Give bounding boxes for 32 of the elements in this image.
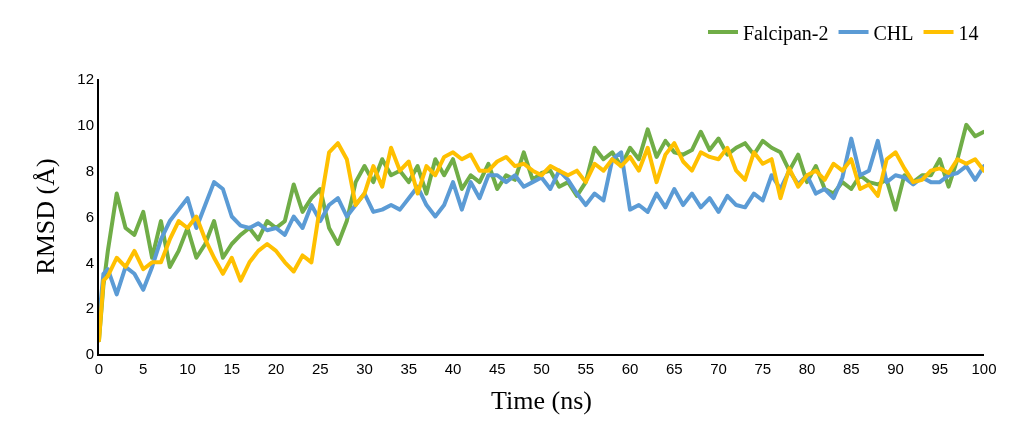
x-axis-title: Time (ns) (491, 386, 592, 416)
y-tick-label: 6 (85, 207, 94, 225)
x-tick-label: 30 (356, 360, 373, 377)
x-tick-label: 80 (798, 360, 816, 377)
x-tick-label: 100 (971, 360, 997, 377)
legend-label: CHL (873, 21, 914, 44)
x-tick-label: 25 (311, 360, 329, 377)
x-tick-label: 65 (665, 360, 683, 377)
x-tick-label: 60 (621, 360, 639, 377)
y-tick-label: 8 (85, 161, 94, 179)
x-tick-label: 95 (931, 360, 949, 377)
x-tick-label: 70 (710, 360, 727, 377)
x-tick-label: 35 (400, 360, 418, 377)
x-tick-label: 10 (179, 360, 196, 377)
x-tick-label: 90 (887, 360, 904, 377)
legend-label: 14 (958, 21, 979, 44)
x-tick-label: 5 (139, 360, 148, 377)
x-tick-label: 75 (754, 360, 772, 377)
y-axis-title: RMSD (Å) (31, 158, 61, 275)
x-tick-label: 85 (842, 360, 860, 377)
y-tick-label: 0 (85, 345, 94, 363)
y-tick-label: 4 (85, 253, 94, 271)
legend-label: Falcipan-2 (743, 21, 829, 45)
x-tick-label: 55 (577, 360, 595, 377)
y-tick-label: 10 (77, 116, 94, 134)
x-tick-label: 50 (533, 360, 550, 377)
x-tick-label: 45 (488, 360, 506, 377)
x-tick-label: 15 (223, 360, 241, 377)
x-tick-label: 40 (444, 360, 462, 377)
x-tick-label: 20 (267, 360, 285, 377)
y-tick-label: 2 (85, 299, 94, 317)
y-tick-label: 12 (77, 70, 94, 88)
